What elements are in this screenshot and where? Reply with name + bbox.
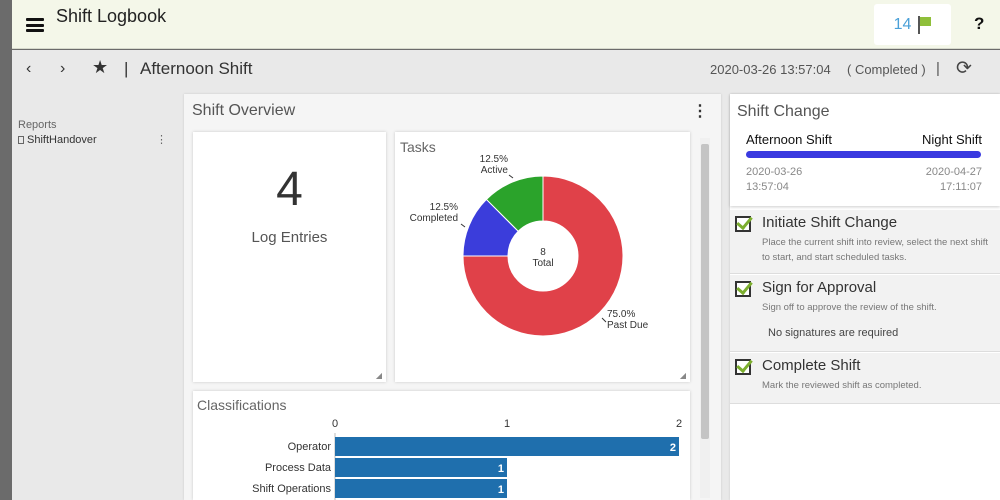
step-complete-shift[interactable]: Complete Shift Mark the reviewed shift a… [730, 353, 1000, 404]
resize-handle-icon[interactable]: ◢ [679, 371, 686, 380]
bar-value-label: 2 [670, 442, 676, 454]
classifications-card: Classifications 0 1 2 Operator 2 Process Data… [193, 391, 690, 500]
sidebar-item-label: ShiftHandover [27, 134, 97, 146]
step-title: Sign for Approval [762, 279, 877, 296]
flag-icon [917, 15, 932, 34]
shift-timestamp: 2020-03-26 13:57:04 [710, 62, 831, 77]
log-entries-label: Log Entries [251, 229, 328, 246]
x-tick-label: 2 [676, 418, 682, 430]
checkbox-checked-icon [735, 216, 751, 232]
donut-slice-active[interactable] [485, 175, 544, 232]
step-description: Mark the reviewed shift as completed. [762, 380, 922, 391]
classifications-bar-chart: 0 1 2 Operator 2 Process Data 1 Shift Operation… [252, 418, 682, 500]
toolbar-separator-right: | [936, 60, 940, 77]
checkbox-checked-icon [735, 359, 751, 375]
favorite-star-icon[interactable]: ★ [92, 57, 109, 77]
hamburger-menu-icon[interactable] [26, 18, 44, 32]
log-entries-count: 4 [276, 163, 303, 216]
tasks-card: Tasks 75.0% Past Due 12.5% Completed 12.5% Ac… [395, 132, 690, 382]
report-options-icon[interactable]: ⋮ [156, 134, 167, 146]
step-title: Complete Shift [762, 357, 861, 374]
back-button[interactable]: ‹ [26, 60, 32, 77]
notifications-button[interactable]: 14 [874, 4, 951, 45]
overview-options-icon[interactable]: ⋮ [692, 103, 708, 120]
toolbar-separator: | [124, 59, 129, 78]
to-date: 2020-04-27 [925, 166, 982, 178]
donut-label-percent: 12.5% [430, 202, 458, 213]
sidebar-item-shifthandover[interactable]: ShiftHandover [18, 134, 97, 146]
app-title: Shift Logbook [56, 6, 167, 26]
donut-slice-past-due[interactable] [462, 175, 624, 337]
shift-name: Afternoon Shift [140, 59, 253, 78]
scrollbar-thumb[interactable] [701, 144, 709, 439]
to-time: 17:11:07 [939, 181, 982, 193]
classifications-title: Classifications [197, 397, 287, 413]
resize-handle-icon[interactable]: ◢ [375, 371, 382, 380]
from-date: 2020-03-26 [746, 166, 803, 178]
donut-leader-line [508, 174, 514, 179]
y-tick-label: Operator [288, 441, 332, 453]
donut-label-category: Past Due [607, 320, 649, 331]
y-tick-label: Shift Operations [252, 483, 331, 495]
bar-operator[interactable] [335, 437, 679, 456]
donut-label-percent: 75.0% [607, 309, 635, 320]
reports-section-label: Reports [18, 119, 57, 131]
signatures-note: No signatures are required [768, 327, 899, 339]
donut-leader-line [460, 223, 466, 228]
panel-title: Shift Change [737, 103, 830, 120]
document-icon [18, 136, 24, 144]
refresh-icon[interactable]: ⟳ [956, 58, 972, 79]
shift-change-panel: Shift Change Afternoon Shift Night Shift… [730, 94, 1000, 500]
shift-toolbar: ‹ › ★ | Afternoon Shift 2020-03-26 13:57… [12, 50, 1000, 88]
overview-scrollbar[interactable] [700, 138, 710, 498]
step-sign-for-approval[interactable]: Sign for Approval Sign off to approve th… [730, 275, 1000, 352]
donut-center-value: 8 [540, 247, 546, 258]
donut-label-percent: 12.5% [480, 154, 508, 165]
step-title: Initiate Shift Change [762, 214, 898, 231]
main-area: ‹ › ★ | Afternoon Shift 2020-03-26 13:57… [12, 50, 1000, 500]
sidebar: Reports ShiftHandover ⋮ [12, 88, 182, 500]
forward-button[interactable]: › [60, 60, 66, 77]
notification-count: 14 [893, 15, 912, 33]
donut-label-category: Completed [410, 213, 458, 224]
shift-change-header: Shift Change Afternoon Shift Night Shift… [730, 94, 1000, 206]
to-shift-label: Night Shift [922, 132, 982, 147]
from-shift-label: Afternoon Shift [746, 132, 832, 147]
x-tick-label: 0 [332, 418, 338, 430]
donut-label-category: Active [481, 165, 509, 176]
step-description: Sign off to approve the review of the sh… [762, 302, 937, 313]
x-tick-label: 1 [504, 418, 510, 430]
bar-shift-operations[interactable] [335, 479, 507, 498]
y-tick-label: Process Data [265, 462, 332, 474]
shift-progress-bar [746, 151, 981, 158]
panel-title: Shift Overview [192, 102, 296, 119]
bar-process-data[interactable] [335, 458, 507, 477]
bar-value-label: 1 [498, 484, 504, 496]
app-header: Shift Logbook 14 ? [12, 0, 1000, 49]
donut-center-label: Total [532, 258, 553, 269]
donut-leader-line [601, 317, 607, 323]
help-button[interactable]: ? [974, 14, 985, 33]
tasks-title: Tasks [400, 139, 436, 155]
bar-value-label: 1 [498, 463, 504, 475]
step-initiate-shift-change[interactable]: Initiate Shift Change Place the current … [730, 210, 1000, 274]
shift-status: ( Completed ) [847, 62, 926, 77]
from-time: 13:57:04 [746, 181, 789, 193]
shift-overview-panel: Shift Overview ⋮ 4 Log Entries ◢ Tasks 7… [184, 94, 721, 500]
log-entries-card[interactable]: 4 Log Entries ◢ [193, 132, 386, 382]
step-description: Place the current shift into review, sel… [762, 237, 989, 263]
checkbox-checked-icon [735, 281, 751, 297]
